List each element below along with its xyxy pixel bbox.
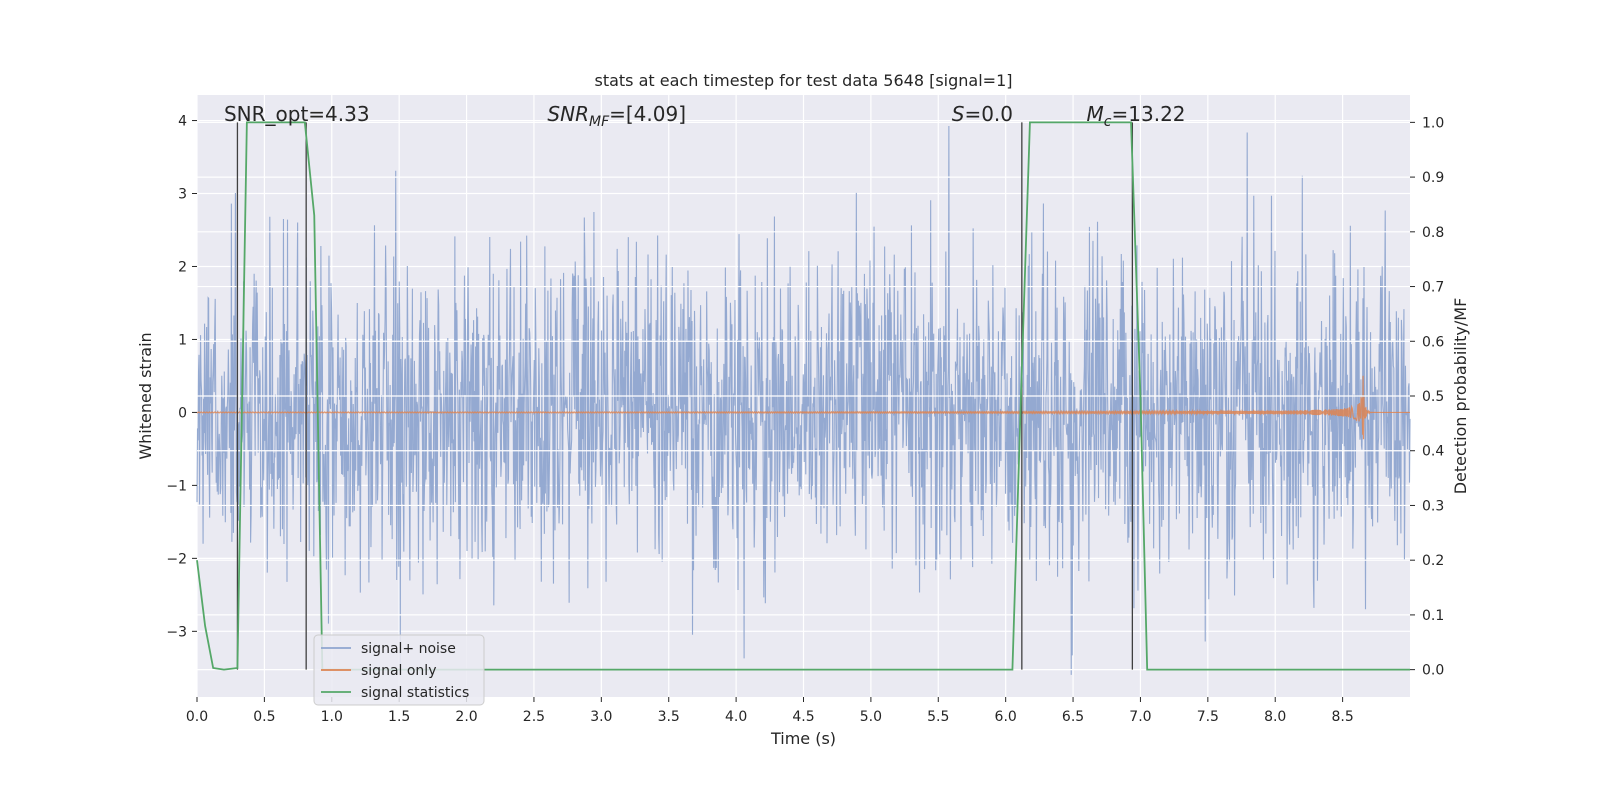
y2-tick-label: 0.8 xyxy=(1422,225,1444,241)
annotation-1: SNRMF=[4.09] xyxy=(547,102,686,130)
x-tick-label: 5.0 xyxy=(860,709,882,725)
x-tick-label: 3.0 xyxy=(590,709,612,725)
y2-tick-label: 0.5 xyxy=(1422,389,1444,405)
x-axis-label: Time (s) xyxy=(770,729,836,748)
x-tick-label: 6.0 xyxy=(995,709,1017,725)
y2-tick-label: 0.1 xyxy=(1422,608,1444,624)
x-tick-label: 8.0 xyxy=(1264,709,1286,725)
y-tick-label: 1 xyxy=(178,332,187,348)
y-axis-label: Whitened strain xyxy=(136,332,155,459)
y2-tick-label: 0.3 xyxy=(1422,498,1444,514)
annotations: SNR_opt=4.33 SNRMF=[4.09] S=0.0 Mc=13.22 xyxy=(224,102,1186,130)
y2-axis-label: Detection probability/MF xyxy=(1451,298,1470,495)
legend-label-2: signal statistics xyxy=(361,685,469,701)
y2-tick-label: 1.0 xyxy=(1422,115,1444,131)
legend-label-1: signal only xyxy=(361,663,436,679)
chart-title: stats at each timestep for test data 564… xyxy=(594,71,1012,90)
x-tick-label: 1.5 xyxy=(388,709,410,725)
x-tick-label: 2.0 xyxy=(455,709,477,725)
x-tick-label: 8.5 xyxy=(1331,709,1353,725)
x-tick-label: 4.5 xyxy=(792,709,814,725)
y-tick-label: 0 xyxy=(178,405,187,421)
x-tick-label: 2.5 xyxy=(523,709,545,725)
annotation-0: SNR_opt=4.33 xyxy=(224,102,370,126)
y-tick-label: 4 xyxy=(178,114,187,130)
x-tick-label: 3.5 xyxy=(658,709,680,725)
legend-label-0: signal+ noise xyxy=(361,641,456,657)
y-tick-label: 3 xyxy=(178,187,187,203)
y2-tick-label: 0.4 xyxy=(1422,444,1444,460)
y2-tick-label: 0.7 xyxy=(1422,280,1444,296)
x-tick-label: 0.0 xyxy=(186,709,208,725)
annotation-2: S=0.0 xyxy=(952,102,1013,126)
x-tick-label: 6.5 xyxy=(1062,709,1084,725)
y-tick-label: −3 xyxy=(166,624,187,640)
noise-line xyxy=(196,126,1411,675)
annotation-3: Mc=13.22 xyxy=(1087,102,1186,130)
x-tick-label: 1.0 xyxy=(321,709,343,725)
y-tick-label: −1 xyxy=(166,478,187,494)
x-tick-label: 5.5 xyxy=(927,709,949,725)
x-tick-label: 0.5 xyxy=(253,709,275,725)
x-tick-label: 7.0 xyxy=(1129,709,1151,725)
legend-box xyxy=(313,634,485,706)
legend: signal+ noise signal only signal statistic… xyxy=(313,634,485,706)
stats-line xyxy=(196,121,1410,671)
axes: 0.0 0.5 1.0 1.5 2.0 2.5 3.0 3.5 4.0 4.5 5.0 5.5 6.0 6… xyxy=(166,114,1444,725)
y-tick-label: 2 xyxy=(178,259,187,275)
y2-tick-label: 0.9 xyxy=(1422,170,1444,186)
x-tick-label: 4.0 xyxy=(725,709,747,725)
signal-line xyxy=(196,375,1410,440)
series-signal-statistics xyxy=(196,121,1410,671)
y2-tick-label: 0.0 xyxy=(1422,663,1444,679)
y-tick-label: −2 xyxy=(166,551,187,567)
x-tick-label: 7.5 xyxy=(1197,709,1219,725)
series-signal-noise xyxy=(196,126,1411,675)
series-signal-only xyxy=(196,375,1410,440)
y2-tick-label: 0.2 xyxy=(1422,553,1444,569)
y2-tick-label: 0.6 xyxy=(1422,334,1444,350)
